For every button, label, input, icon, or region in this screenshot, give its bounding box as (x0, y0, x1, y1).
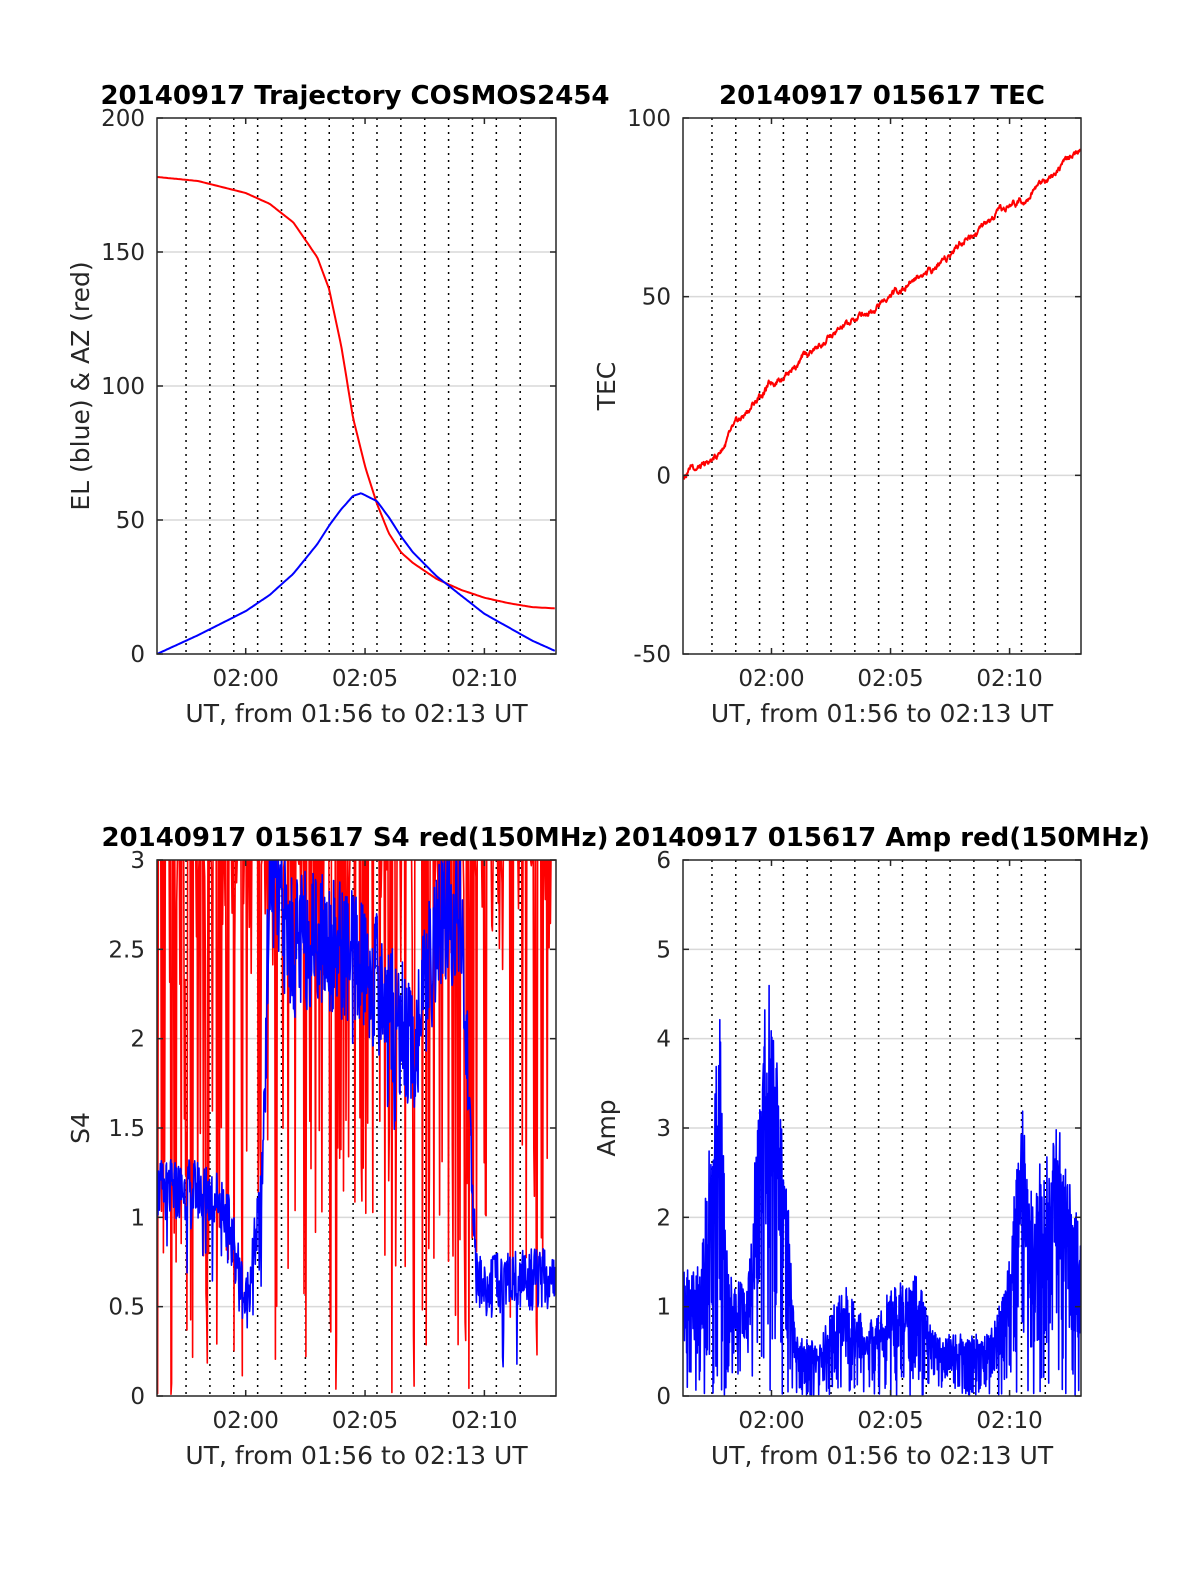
y-tick-label: 1 (656, 1295, 671, 1321)
series-line-tec (683, 148, 1081, 480)
y-tick-label: 2 (656, 1205, 671, 1231)
x-axis-label: UT, from 01:56 to 02:13 UT (711, 1441, 1054, 1470)
x-tick-label: 02:00 (738, 666, 804, 692)
series-line-el (157, 492, 556, 654)
series-line-amp (683, 984, 1081, 1396)
series-line-az (157, 176, 555, 610)
y-tick-label: 6 (656, 848, 671, 874)
plot-area (157, 860, 556, 1395)
y-tick-label: 3 (656, 1116, 671, 1142)
y-tick-label: 5 (656, 937, 671, 963)
y-tick-label: 3 (130, 848, 145, 874)
x-tick-label: 02:10 (451, 1408, 517, 1434)
y-tick-label: 200 (101, 106, 145, 132)
y-axis-label: TEC (592, 362, 621, 412)
x-tick-label: 02:00 (738, 1408, 804, 1434)
chart-panel-3: 0 0.5 1 1.5 2 2.5 3 02:00 02:05 02:10 20140917 015… (66, 823, 609, 1470)
chart-title: 20140917 Trajectory COSMOS2454 (100, 81, 609, 111)
y-tick-label: -50 (633, 642, 671, 668)
y-axis-label: Amp (592, 1099, 621, 1156)
y-tick-label: 1 (130, 1205, 145, 1231)
chart-title: 20140917 015617 S4 red(150MHz) (101, 823, 608, 853)
x-tick-label: 02:00 (213, 666, 279, 692)
y-tick-label: 0 (656, 463, 671, 489)
y-tick-label: 100 (627, 106, 671, 132)
y-tick-label: 2 (130, 1027, 145, 1053)
y-axis-label: EL (blue) & AZ (red) (66, 261, 95, 510)
x-tick-label: 02:10 (451, 666, 517, 692)
plot-area (683, 148, 1081, 480)
x-tick-label: 02:05 (332, 666, 398, 692)
y-tick-label: 150 (101, 240, 145, 266)
chart-panel-2: -50 0 50 100 02:00 02:05 02:10 20140917 015617 … (592, 81, 1082, 728)
series-line-s4-blue (157, 860, 556, 1368)
y-tick-label: 2.5 (108, 937, 145, 963)
x-axis-label: UT, from 01:56 to 02:13 UT (185, 699, 528, 728)
y-axis-label: S4 (66, 1112, 95, 1144)
axes-box (682, 117, 1082, 655)
chart-panel-4: 0 1 2 3 4 5 6 02:00 02:05 02:10 20140917 015617 Am… (592, 823, 1150, 1470)
y-tick-label: 0.5 (108, 1295, 145, 1321)
x-axis-label: UT, from 01:56 to 02:13 UT (711, 699, 1054, 728)
x-tick-label: 02:05 (857, 666, 923, 692)
y-tick-label: 1.5 (108, 1116, 145, 1142)
x-tick-label: 02:00 (213, 1408, 279, 1434)
y-tick-label: 4 (656, 1027, 671, 1053)
chart-title: 20140917 015617 Amp red(150MHz) (614, 823, 1150, 853)
y-tick-label: 50 (642, 285, 671, 311)
x-tick-label: 02:10 (976, 1408, 1042, 1434)
x-tick-label: 02:10 (976, 666, 1042, 692)
y-tick-label: 0 (130, 642, 145, 668)
y-tick-label: 50 (116, 508, 145, 534)
x-tick-label: 02:05 (857, 1408, 923, 1434)
chart-panel-1: 0 50 100 150 200 02:00 02:05 02:10 20140917 Traj… (66, 81, 610, 728)
y-tick-label: 0 (656, 1384, 671, 1410)
x-tick-label: 02:05 (332, 1408, 398, 1434)
y-tick-label: 100 (101, 374, 145, 400)
plot-area (157, 176, 556, 654)
y-tick-label: 0 (130, 1384, 145, 1410)
x-axis-label: UT, from 01:56 to 02:13 UT (185, 1441, 528, 1470)
plot-area (683, 984, 1081, 1396)
chart-title: 20140917 015617 TEC (719, 81, 1045, 111)
